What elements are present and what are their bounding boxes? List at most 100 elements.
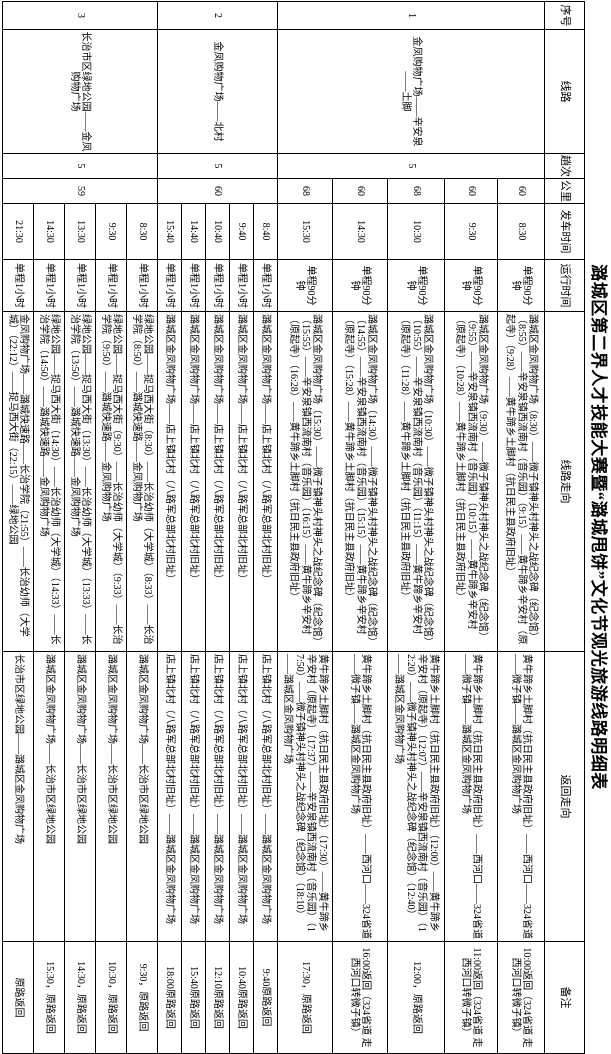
cell-duration: 单程90分钟 bbox=[497, 259, 545, 312]
cell-outbound-route: 潞城区金凤购物广场——店上镇北村（八路军总部北村旧址） bbox=[229, 311, 254, 652]
cell-km: 60 bbox=[444, 178, 498, 204]
table-row: 3 长治市区绿地公园——金凤购物广场 5 59 8:30 单程1小时 绿地公园—… bbox=[2, 1, 158, 1054]
col-header-km: 公里 bbox=[544, 178, 585, 204]
cell-note: 12:10原路返回 bbox=[205, 941, 230, 1054]
cell-depart-time: 10:30 bbox=[387, 203, 445, 260]
col-header-note: 备注 bbox=[544, 941, 585, 1054]
cell-duration: 单程1小时 bbox=[157, 259, 182, 312]
cell-outbound-route: 潞城区金凤购物广场（10:30）——微子镇神头村神头之战纪念碑（纪念馆）（10:… bbox=[387, 311, 445, 652]
cell-outbound-route: 绿地公园——捉马西大街（9:30）——长治幼师（大学城）（9:33）——长治学院… bbox=[95, 311, 127, 652]
route-trips: 5 bbox=[2, 153, 158, 179]
cell-duration: 单程1小时 bbox=[64, 259, 96, 312]
cell-duration: 单程1小时 bbox=[253, 259, 278, 312]
route-km: 60 bbox=[157, 178, 278, 204]
cell-outbound-route: 潞城区金凤购物广场（15:30）——微子镇神头村神头之战纪念碑（纪念馆）（15:… bbox=[277, 311, 333, 652]
cell-duration: 单程1小时 bbox=[205, 259, 230, 312]
cell-duration: 单程1小时 bbox=[229, 259, 254, 312]
cell-return-route: 潞城区金凤购物广场——长治市区绿地公园 bbox=[64, 651, 96, 942]
cell-outbound-route: 绿地公园——捉马西大街（14:30）——长治幼师（大学城）（14:33）——长治… bbox=[33, 311, 65, 652]
cell-note: 16:00返回（324省道 走西河口转微子镇） bbox=[332, 941, 388, 1054]
cell-duration: 单程90分钟 bbox=[332, 259, 388, 312]
cell-depart-time: 14:30 bbox=[33, 203, 65, 260]
cell-depart-time: 14:30 bbox=[332, 203, 388, 260]
cell-note: 11:00返回（324省道 走西河口转微子镇） bbox=[444, 941, 498, 1054]
cell-depart-time: 8:30 bbox=[126, 203, 158, 260]
cell-note: 14:30，原路返回 bbox=[64, 941, 96, 1054]
cell-note: 15:30，原路返回 bbox=[33, 941, 65, 1054]
cell-return-route: 店上镇北村（八路军总部北村旧址）——潞城区金凤购物广场 bbox=[181, 651, 206, 942]
cell-outbound-route: 潞城区金凤购物广场——店上镇北村（八路军总部北村旧址） bbox=[205, 311, 230, 652]
route-index: 2 bbox=[157, 1, 278, 30]
cell-depart-time: 14:40 bbox=[181, 203, 206, 260]
cell-duration: 单程1小时 bbox=[181, 259, 206, 312]
cell-note: 12:00，原路返回 bbox=[387, 941, 445, 1054]
cell-note: 17:30，原路返回 bbox=[277, 941, 333, 1054]
cell-return-route: 黄牛蹄乡土脚村（抗日民主县政府旧址）——西河口——324省道——微子镇——潞城区… bbox=[332, 651, 388, 942]
cell-return-route: 潞城区金凤购物广场——长治市区绿地公园 bbox=[95, 651, 127, 942]
cell-duration: 单程90分钟 bbox=[387, 259, 445, 312]
page-title: 潞城区第二界人才技能大赛暨“潞城甩饼”文化节观光旅游线路明细表 bbox=[589, 264, 608, 790]
cell-note: 9:40原路返回 bbox=[253, 941, 278, 1054]
cell-return-route: 店上镇北村（八路军总部北村旧址）——潞城区金凤购物广场 bbox=[157, 651, 182, 942]
cell-km: 60 bbox=[332, 178, 388, 204]
route-index: 1 bbox=[277, 1, 545, 30]
route-name: 金凤购物广场——辛安泉——土脚 bbox=[277, 29, 545, 154]
cell-duration: 单程90分钟 bbox=[444, 259, 498, 312]
cell-return-route: 店上镇北村（八路军总部北村旧址）——潞城区金凤购物广场 bbox=[229, 651, 254, 942]
header-row: 序号 线路 趟次 公里 发车时间 运行时间 线路走向 返回走向 备注 bbox=[544, 1, 585, 1054]
cell-note: 18:00原路返回 bbox=[157, 941, 182, 1054]
cell-outbound-route: 潞城区金凤购物广场（9:30）——微子镇神头村神头之战纪念碑（纪念馆）（9:55… bbox=[444, 311, 498, 652]
cell-depart-time: 13:30 bbox=[64, 203, 96, 260]
cell-return-route: 潞城区金凤购物广场——长治市区绿地公园 bbox=[33, 651, 65, 942]
route-schedule-table: 序号 线路 趟次 公里 发车时间 运行时间 线路走向 返回走向 备注 1 金凤购… bbox=[2, 1, 585, 1054]
cell-note: 15:40原路返回 bbox=[181, 941, 206, 1054]
cell-note: 9:30，原路返回 bbox=[126, 941, 158, 1054]
cell-depart-time: 9:30 bbox=[95, 203, 127, 260]
col-header-outbound: 线路走向 bbox=[544, 311, 585, 652]
cell-outbound-route: 潞城区金凤购物广场——店上镇北村（八路军总部北村旧址） bbox=[253, 311, 278, 652]
cell-note: 原路返回 bbox=[2, 941, 34, 1054]
cell-duration: 单程1小时 bbox=[2, 259, 34, 312]
cell-depart-time: 8:30 bbox=[497, 203, 545, 260]
cell-km: 68 bbox=[387, 178, 445, 204]
col-header-line: 线路 bbox=[544, 29, 585, 154]
cell-note: 10:00返回（324省道 走西河口转微子镇） bbox=[497, 941, 545, 1054]
route-trips: 5 bbox=[157, 153, 278, 179]
cell-outbound-route: 金凤购物广场——潞城快速路——长治学院（21:55）——长治幼师（大学城）（22… bbox=[2, 311, 34, 652]
cell-outbound-route: 绿地公园——捉马西大街（13:30）——长治幼师（大学城）（13:33）——长治… bbox=[64, 311, 96, 652]
cell-duration: 单程1小时 bbox=[95, 259, 127, 312]
col-header-depart: 发车时间 bbox=[544, 203, 585, 260]
cell-outbound-route: 绿地公园——捉马西大街（8:30）——长治幼师（大学城）（8:33）——长治学院… bbox=[126, 311, 158, 652]
cell-km: 60 bbox=[497, 178, 545, 204]
route-name: 金凤购物广场——北村 bbox=[157, 29, 278, 154]
cell-return-route: 潞城区金凤购物广场——长治市区绿地公园 bbox=[126, 651, 158, 942]
cell-depart-time: 10:40 bbox=[205, 203, 230, 260]
route-index: 3 bbox=[2, 1, 158, 30]
col-header-duration: 运行时间 bbox=[544, 259, 585, 312]
cell-return-route: 黄牛蹄乡土脚村（抗日民主县政府旧址）——西河口——324省道——微子镇——潞城区… bbox=[497, 651, 545, 942]
cell-outbound-route: 潞城区金凤购物广场（14:30）——微子镇神头村神头之战纪念碑（纪念馆）（14:… bbox=[332, 311, 388, 652]
cell-return-route: 黄牛蹄乡土脚村（抗日民主县政府旧址）——西河口——324省道——微子镇——潞城区… bbox=[444, 651, 498, 942]
cell-note: 10:30，原路返回 bbox=[95, 941, 127, 1054]
cell-outbound-route: 潞城区金凤购物广场（8:30）——微子镇神头村神头之战纪念碑（纪念馆）（8:55… bbox=[497, 311, 545, 652]
cell-duration: 单程1小时 bbox=[126, 259, 158, 312]
cell-depart-time: 9:40 bbox=[229, 203, 254, 260]
table-row: 1 金凤购物广场——辛安泉——土脚 5 60 8:30 单程90分钟 潞城区金凤… bbox=[277, 1, 545, 1054]
cell-return-route: 黄牛蹄乡土脚村（抗日民主县政府旧址）（12:00）——黄牛蹄乡辛安村（原起寺）（… bbox=[387, 651, 445, 942]
cell-depart-time: 15:40 bbox=[157, 203, 182, 260]
cell-outbound-route: 潞城区金凤购物广场——店上镇北村（八路军总部北村旧址） bbox=[157, 311, 182, 652]
col-header-trips: 趟次 bbox=[544, 153, 585, 179]
route-trips: 5 bbox=[277, 153, 545, 179]
cell-outbound-route: 潞城区金凤购物广场——店上镇北村（八路军总部北村旧址） bbox=[181, 311, 206, 652]
cell-return-route: 店上镇北村（八路军总部北村旧址）——潞城区金凤购物广场 bbox=[205, 651, 230, 942]
col-header-return: 返回走向 bbox=[544, 651, 585, 942]
table-row: 2 金凤购物广场——北村 5 60 8:40 单程1小时 潞城区金凤购物广场——… bbox=[157, 1, 278, 1054]
cell-duration: 单程1小时 bbox=[33, 259, 65, 312]
cell-duration: 单程90分钟 bbox=[277, 259, 333, 312]
cell-return-route: 黄牛蹄乡土脚村（抗日民主县政府旧址）（17:30）——黄牛蹄乡辛安村（原起寺）（… bbox=[277, 651, 333, 942]
route-name: 长治市区绿地公园——金凤购物广场 bbox=[2, 29, 158, 154]
cell-note: 10:40原路返回 bbox=[229, 941, 254, 1054]
col-header-index: 序号 bbox=[544, 1, 585, 30]
